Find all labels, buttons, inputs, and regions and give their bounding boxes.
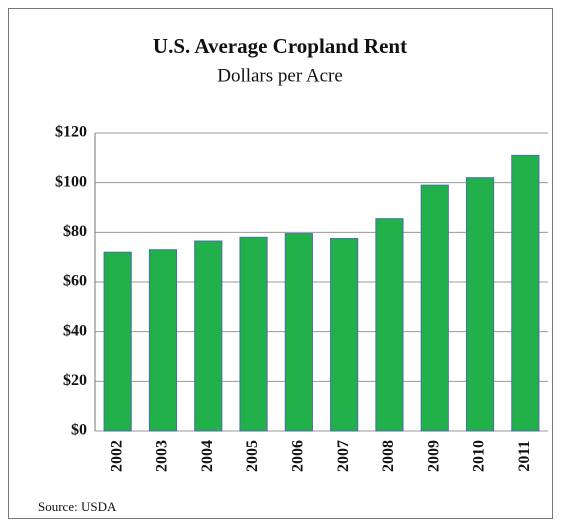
bar (511, 154, 540, 432)
bar (465, 177, 495, 432)
bar (239, 236, 268, 432)
source-note: Source: USDA (38, 499, 117, 514)
x-tick-label: 2006 (290, 440, 307, 472)
bar (330, 238, 359, 432)
bar (375, 218, 404, 432)
y-tick-label: $40 (63, 322, 87, 339)
y-tick-label: $60 (63, 273, 87, 290)
y-tick-label: $0 (71, 422, 87, 439)
chart-border (8, 8, 553, 519)
x-tick-label: 2003 (154, 440, 171, 472)
x-tick-label: 2011 (516, 440, 533, 471)
bar (284, 233, 313, 432)
y-tick-label: $120 (55, 124, 87, 141)
chart-subtitle: Dollars per Acre (217, 65, 343, 86)
y-tick-label: $20 (63, 372, 87, 389)
x-tick-label: 2009 (425, 440, 442, 472)
bar (194, 240, 223, 432)
bar (420, 184, 449, 432)
x-tick-label: 2008 (380, 440, 397, 472)
x-tick-label: 2004 (199, 440, 216, 472)
bar (148, 249, 178, 432)
bar (103, 251, 132, 432)
x-tick-label: 2005 (244, 440, 261, 472)
x-tick-label: 2002 (108, 440, 125, 472)
x-tick-label: 2007 (335, 440, 352, 472)
chart-title: U.S. Average Cropland Rent (153, 34, 407, 58)
y-tick-label: $100 (55, 173, 87, 190)
y-tick-label: $80 (63, 223, 87, 240)
x-tick-label: 2010 (471, 440, 488, 472)
